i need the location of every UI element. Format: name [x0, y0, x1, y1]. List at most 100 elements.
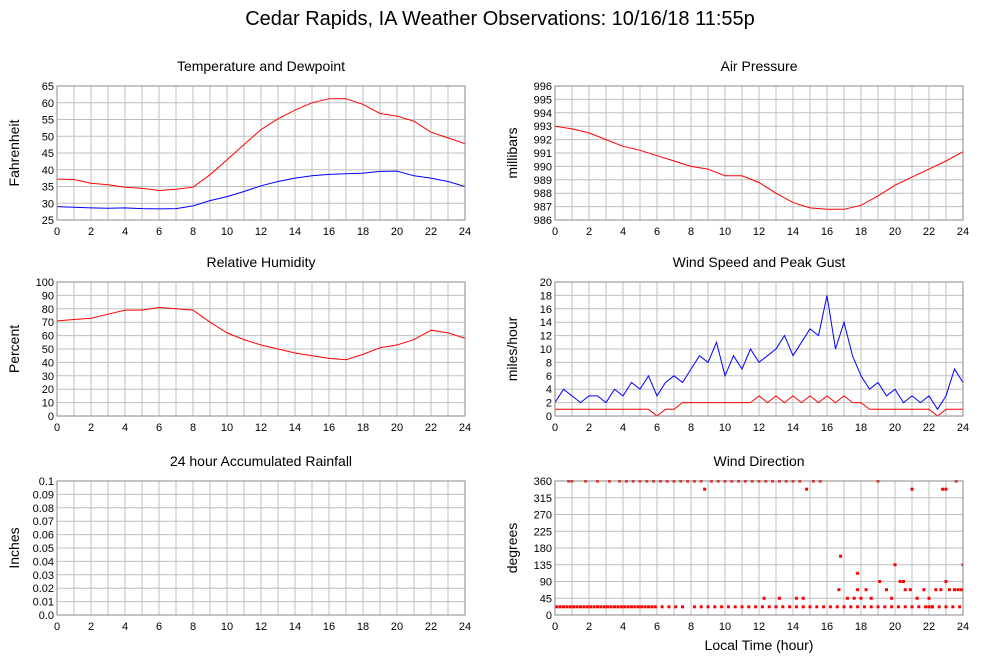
x-tick-label: 0: [552, 422, 558, 434]
y-tick-label: 0.0: [39, 610, 54, 622]
data-point: [565, 605, 569, 609]
data-point: [636, 605, 640, 609]
data-point: [808, 605, 812, 609]
data-point: [589, 605, 593, 609]
data-point: [681, 605, 684, 609]
x-tick-label: 12: [255, 621, 267, 633]
y-tick-label: 986: [534, 215, 552, 227]
chart-accumulated-rainfall: 24 hour Accumulated RainfallInches0.00.0…: [6, 453, 471, 633]
data-point: [924, 605, 928, 609]
data-point: [805, 487, 809, 491]
y-tick-label: 992: [534, 135, 552, 147]
x-tick-label: 6: [156, 422, 162, 434]
data-point: [828, 605, 832, 609]
y-axis-label: degrees: [504, 523, 520, 574]
data-point: [606, 605, 610, 609]
data-point: [941, 487, 945, 491]
x-tick-label: 16: [323, 621, 335, 633]
y-tick-label: 90: [540, 577, 552, 589]
plot-frame: [56, 480, 466, 616]
y-tick-label: 987: [534, 202, 552, 214]
x-tick-label: 12: [753, 226, 765, 238]
x-tick-label: 24: [957, 422, 969, 434]
x-tick-label: 2: [88, 621, 94, 633]
data-point: [953, 588, 956, 592]
x-tick-label: 4: [620, 621, 626, 633]
data-point: [944, 605, 948, 609]
plot-frame: [554, 480, 964, 616]
y-tick-label: 225: [534, 526, 552, 538]
series-line-0: [57, 306, 465, 361]
data-point: [845, 596, 849, 600]
plot-frame: [56, 85, 466, 221]
data-point: [903, 605, 907, 609]
y-tick-label: 8: [546, 357, 552, 369]
data-point: [647, 605, 650, 609]
chart-air-pressure: Air Pressuremillibars9869879889899909919…: [504, 58, 969, 238]
y-tick-label: 0: [546, 411, 552, 423]
plot-frame: [56, 281, 466, 417]
y-axis-label: Inches: [6, 527, 22, 568]
y-tick-label: 0.08: [33, 503, 54, 515]
x-tick-label: 8: [190, 621, 196, 633]
data-point: [579, 605, 582, 609]
data-point: [856, 605, 860, 609]
plot-frame: [554, 281, 964, 417]
y-tick-label: 20: [540, 277, 552, 289]
series-group: [555, 295, 963, 417]
x-tick-label: 22: [425, 226, 437, 238]
x-tick-label: 20: [391, 226, 403, 238]
y-tick-label: 90: [42, 290, 54, 302]
chart-title: Temperature and Dewpoint: [177, 58, 345, 74]
y-tick-label: 993: [534, 121, 552, 133]
chart-title: Air Pressure: [720, 58, 797, 74]
y-tick-label: 995: [534, 94, 552, 106]
x-tick-label: 2: [88, 226, 94, 238]
data-point: [869, 596, 873, 600]
data-point: [667, 605, 671, 609]
x-tick-label: 8: [688, 226, 694, 238]
data-point: [633, 605, 637, 609]
data-point: [944, 487, 948, 491]
data-point: [876, 605, 880, 609]
data-point: [602, 605, 606, 609]
data-point: [726, 605, 730, 609]
y-tick-label: 270: [534, 510, 552, 522]
y-tick-label: 14: [540, 317, 552, 329]
x-tick-label: 2: [88, 422, 94, 434]
data-point: [699, 605, 703, 609]
x-tick-label: 20: [391, 422, 403, 434]
data-point: [842, 605, 846, 609]
x-tick-label: 24: [459, 422, 471, 434]
x-tick-label: 24: [459, 226, 471, 238]
data-point: [575, 605, 579, 609]
data-point: [859, 596, 863, 600]
data-point: [864, 588, 868, 592]
data-point: [754, 605, 758, 609]
x-tick-label: 22: [425, 621, 437, 633]
chart-relative-humidity: Relative HumidityPercent0102030405060708…: [6, 254, 471, 434]
x-tick-label: 2: [586, 422, 592, 434]
data-point: [934, 588, 938, 592]
x-tick-label: 10: [221, 226, 233, 238]
data-point: [958, 605, 962, 609]
data-point: [650, 605, 654, 609]
x-tick-label: 18: [855, 621, 867, 633]
y-tick-label: 2: [546, 398, 552, 410]
data-point: [706, 605, 710, 609]
x-tick-label: 12: [255, 226, 267, 238]
data-point: [674, 605, 678, 609]
y-tick-label: 100: [36, 277, 54, 289]
data-point: [951, 605, 955, 609]
data-point: [837, 588, 841, 592]
chart-wind-direction: Wind Directiondegrees0459013518022527031…: [504, 453, 969, 653]
page-title: Cedar Rapids, IA Weather Observations: 1…: [245, 8, 755, 30]
data-point: [927, 605, 931, 609]
chart-temperature-dewpoint: Temperature and Dewpoint Fahrenheit 25 30 35…: [6, 58, 471, 238]
y-tick-label: 60: [42, 331, 54, 343]
x-tick-label: 20: [889, 621, 901, 633]
series-group: [555, 125, 963, 210]
x-tick-label: 10: [719, 226, 731, 238]
x-tick-label: 14: [289, 422, 301, 434]
x-tick-label: 18: [855, 422, 867, 434]
